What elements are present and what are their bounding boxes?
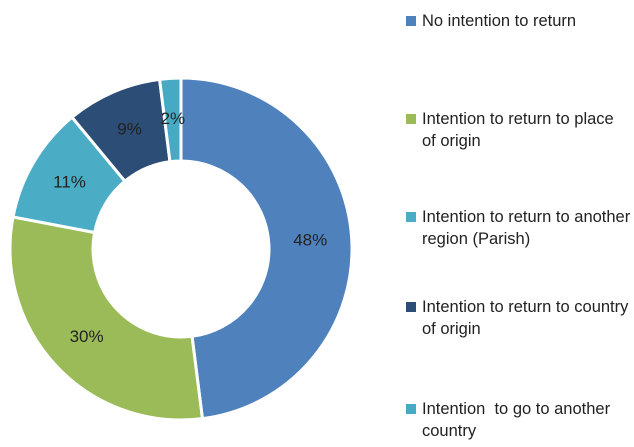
legend-swatch: [406, 114, 416, 124]
donut-segment: [179, 76, 354, 421]
legend-item: Intention to return to country of origin: [406, 296, 632, 340]
legend-swatch: [406, 212, 416, 222]
legend-label: Intention to return to place of origin: [422, 110, 619, 150]
legend-label: Intention to return to country of origin: [422, 298, 633, 338]
data-label: 9%: [117, 120, 142, 139]
legend-item: Intention to return to place of origin: [406, 108, 632, 152]
legend-label: Intention to go to another country: [422, 400, 615, 440]
legend-swatch: [406, 404, 416, 414]
legend-swatch: [406, 16, 416, 26]
data-label: 2%: [161, 109, 186, 128]
legend-item: Intention to go to another country: [406, 398, 632, 442]
legend-swatch: [406, 302, 416, 312]
legend-item: No intention to return: [406, 10, 632, 32]
data-label: 30%: [70, 327, 104, 346]
legend-label: Intention to return to another region (P…: [422, 208, 631, 248]
data-label: 11%: [53, 173, 86, 192]
donut-segment: [157, 76, 183, 164]
data-label: 48%: [293, 230, 327, 249]
chart: 48% 30% 11% 9% 2%: [8, 76, 354, 422]
legend-item: Intention to return to another region (P…: [406, 206, 632, 250]
donut-segment: [8, 215, 205, 422]
legend-label: No intention to return: [422, 12, 577, 30]
